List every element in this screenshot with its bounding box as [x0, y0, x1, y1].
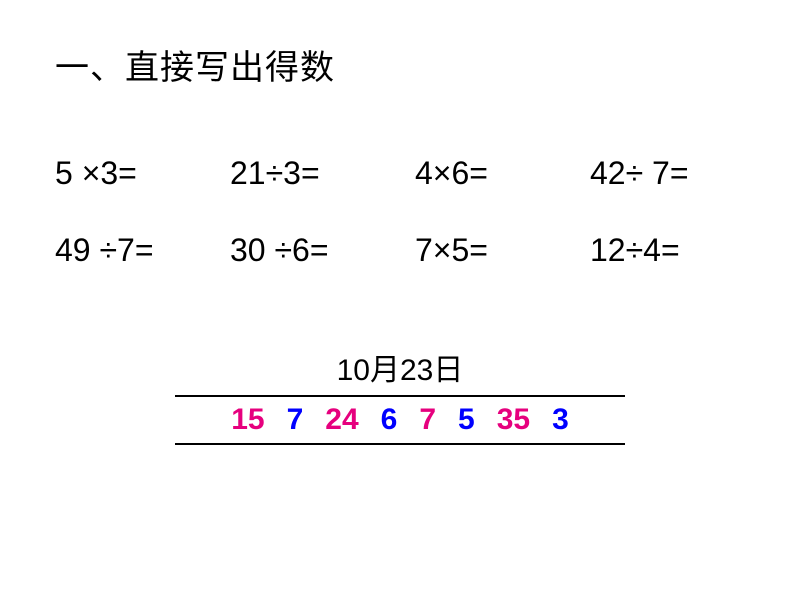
- problem-cell: 5 ×3=: [55, 155, 230, 192]
- answer-value: 3: [552, 403, 569, 437]
- problem-cell: 7×5=: [415, 232, 590, 269]
- date-label: 10月23日: [175, 345, 625, 389]
- answer-value: 7: [419, 403, 436, 437]
- problem-cell: 4×6=: [415, 155, 590, 192]
- problem-cell: 12÷4=: [590, 232, 755, 269]
- problem-cell: 30 ÷6=: [230, 232, 415, 269]
- answer-value: 15: [231, 403, 264, 437]
- answer-value: 5: [458, 403, 475, 437]
- problem-cell: 42÷ 7=: [590, 155, 755, 192]
- answers-row: 15 7 24 6 7 5 35 3: [175, 395, 625, 445]
- answer-value: 6: [381, 403, 398, 437]
- problems-grid: 5 ×3= 21÷3= 4×6= 42÷ 7= 49 ÷7= 30 ÷6= 7×…: [55, 155, 755, 309]
- answer-value: 7: [287, 403, 304, 437]
- problem-row-2: 49 ÷7= 30 ÷6= 7×5= 12÷4=: [55, 232, 755, 269]
- answers-section: 10月23日 15 7 24 6 7 5 35 3: [175, 345, 625, 445]
- problem-cell: 49 ÷7=: [55, 232, 230, 269]
- problem-cell: 21÷3=: [230, 155, 415, 192]
- section-heading: 一、直接写出得数: [55, 40, 335, 89]
- answer-value: 35: [497, 403, 530, 437]
- problem-row-1: 5 ×3= 21÷3= 4×6= 42÷ 7=: [55, 155, 755, 192]
- answer-value: 24: [325, 403, 358, 437]
